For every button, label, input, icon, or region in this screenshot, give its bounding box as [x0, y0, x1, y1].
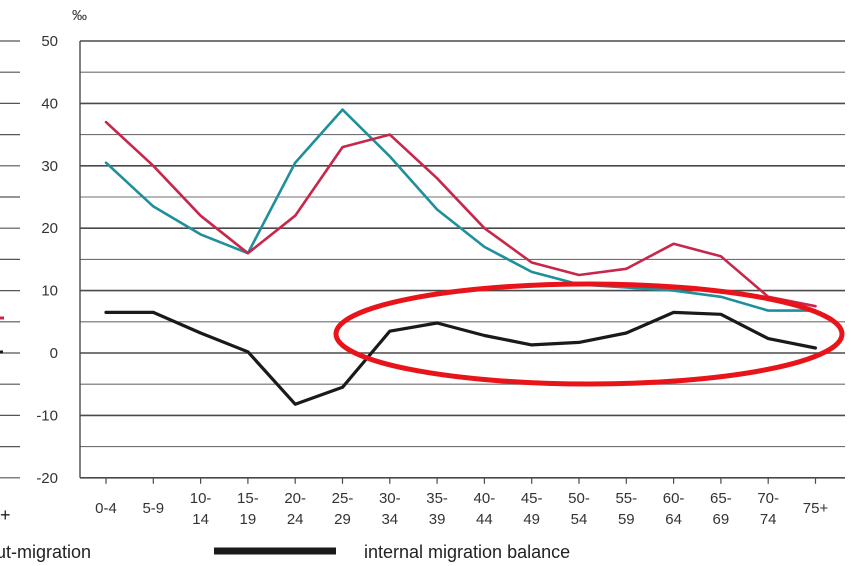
x-tick-label: 29	[334, 511, 351, 528]
y-tick-label: -20	[36, 470, 58, 487]
x-tick-label: 20-	[284, 490, 306, 507]
y-axis: -20 -10 0 10 20 30 40 50	[36, 33, 58, 487]
x-tick-label: 50-	[568, 490, 590, 507]
y-tick-label: 50	[41, 33, 58, 50]
x-tick-label: 35-	[426, 490, 448, 507]
x-tick-label: 59	[618, 511, 635, 528]
x-tick-label: 49	[523, 511, 540, 528]
x-axis: 0-4 5-9 10- 14 15- 19 20- 24 25- 29 30- 34 35- 39 40- 4…	[95, 477, 829, 528]
x-tick-label: 75+	[803, 500, 829, 517]
series-line-2	[104, 120, 817, 308]
legend: + ut-migration internal migration balanc…	[0, 505, 570, 562]
series-lines	[0, 108, 818, 406]
x-tick-label: 0-4	[95, 500, 117, 517]
x-tick-label: 70-	[757, 490, 779, 507]
x-tick-label: 74	[760, 511, 777, 528]
x-tick-label: 65-	[710, 490, 732, 507]
x-tick-label: 25-	[332, 490, 354, 507]
x-tick-label: 19	[240, 511, 257, 528]
y-unit-label: ‰	[72, 7, 87, 24]
x-tick-label: 5-9	[142, 500, 164, 517]
x-tick-label: 55-	[615, 490, 637, 507]
y-tick-label: 20	[41, 220, 58, 237]
x-tick-label: 44	[476, 511, 493, 528]
x-tick-label: 30-	[379, 490, 401, 507]
x-tick-label: 60-	[663, 490, 685, 507]
x-tick-label: 69	[713, 511, 730, 528]
grid-lines	[0, 40, 845, 479]
x-tick-label: 39	[429, 511, 446, 528]
x-tick-label: 64	[665, 511, 682, 528]
y-tick-label: 40	[41, 95, 58, 112]
highlight-ellipse	[333, 281, 845, 387]
x-tick-label: 24	[287, 511, 304, 528]
x-tick-label: 40-	[474, 490, 496, 507]
y-tick-label: 30	[41, 158, 58, 175]
x-tick-label: 45-	[521, 490, 543, 507]
legend-out-migration-fragment: ut-migration	[0, 542, 91, 562]
x-tick-label: 10-	[190, 490, 212, 507]
series-line-3	[104, 310, 818, 406]
y-tick-label: 10	[41, 283, 58, 300]
x-tick-label: 34	[381, 511, 398, 528]
x-tick-label: 54	[571, 511, 588, 528]
x-tick-label: 14	[192, 511, 209, 528]
series-line-1	[104, 108, 817, 312]
y-tick-label: -10	[36, 407, 58, 424]
x-tick-label: 15-	[237, 490, 259, 507]
legend-label-balance: internal migration balance	[364, 542, 570, 562]
legend-plus-fragment: +	[0, 505, 11, 525]
y-tick-label: 0	[50, 345, 58, 362]
